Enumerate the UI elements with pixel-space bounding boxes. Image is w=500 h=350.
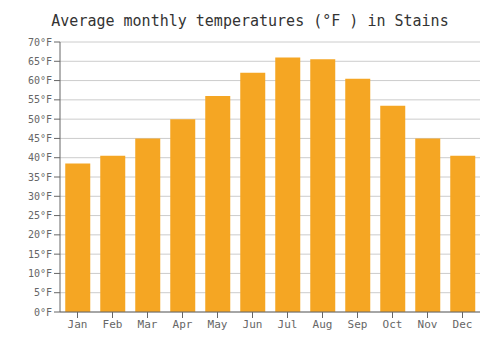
svg-text:10°F: 10°F: [28, 268, 52, 279]
svg-text:55°F: 55°F: [28, 94, 52, 105]
svg-text:50°F: 50°F: [28, 114, 52, 125]
svg-text:0°F: 0°F: [34, 307, 52, 318]
svg-text:15°F: 15°F: [28, 249, 52, 260]
svg-text:Jul: Jul: [278, 318, 298, 331]
svg-text:5°F: 5°F: [34, 287, 52, 298]
svg-text:45°F: 45°F: [28, 133, 52, 144]
svg-text:35°F: 35°F: [28, 172, 52, 183]
html-text:Average monthly temperatures (: Average monthly temperatures (°F ) in St…: [51, 12, 449, 30]
svg-text:Dec: Dec: [453, 318, 473, 331]
svg-text:25°F: 25°F: [28, 210, 52, 221]
svg-text:60°F: 60°F: [28, 75, 52, 86]
svg-text:20°F: 20°F: [28, 229, 52, 240]
svg-text:Oct: Oct: [383, 318, 403, 331]
svg-text:May: May: [208, 318, 228, 331]
svg-text:Jun: Jun: [243, 318, 263, 331]
svg-text:Jan: Jan: [68, 318, 88, 331]
svg-text:40°F: 40°F: [28, 152, 52, 163]
svg-text:Mar: Mar: [138, 318, 158, 331]
svg-text:Nov: Nov: [418, 318, 438, 331]
svg-text:Apr: Apr: [173, 318, 193, 331]
svg-text:Feb: Feb: [103, 318, 123, 331]
svg-text:Aug: Aug: [313, 318, 333, 331]
svg-text:Sep: Sep: [348, 318, 368, 331]
svg-text:30°F: 30°F: [28, 191, 52, 202]
svg-text:70°F: 70°F: [28, 37, 52, 48]
svg-text:65°F: 65°F: [28, 56, 52, 67]
